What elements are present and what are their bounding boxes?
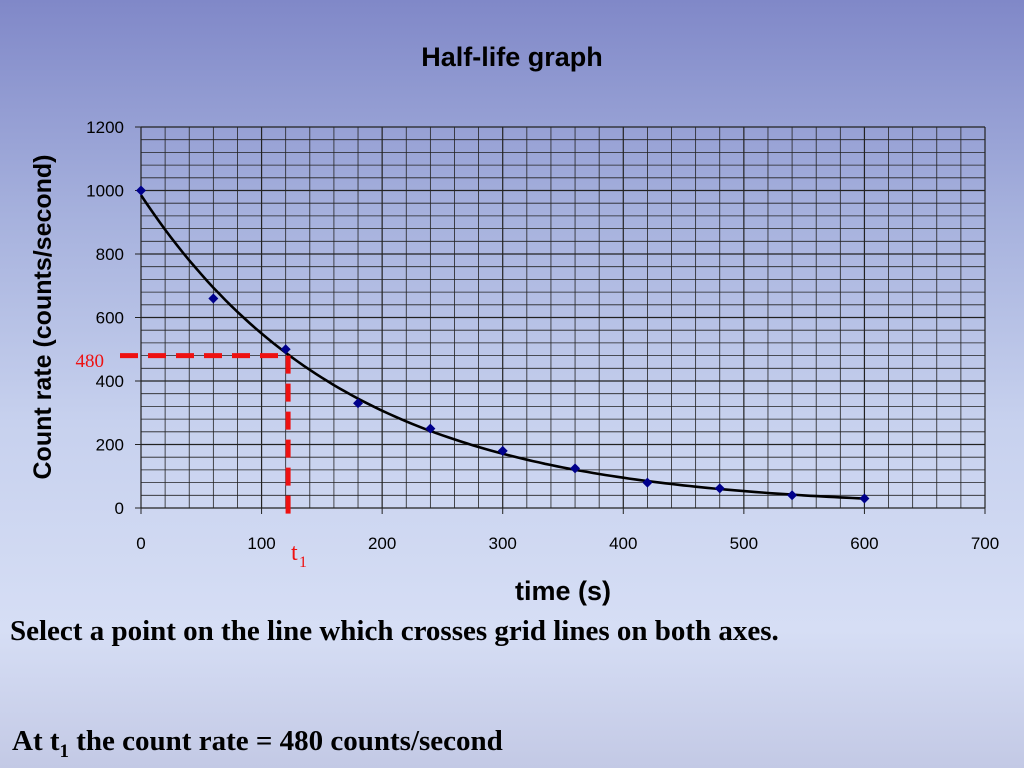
data-point bbox=[136, 185, 146, 196]
y-tick-label: 1000 bbox=[86, 182, 124, 201]
x-tick-label: 600 bbox=[850, 534, 878, 553]
result-subscript: 1 bbox=[59, 740, 70, 762]
instruction-caption: Select a point on the line which crosses… bbox=[10, 615, 779, 647]
x-tick-label: 700 bbox=[971, 534, 999, 553]
data-point bbox=[425, 423, 436, 434]
y-tick-label: 600 bbox=[96, 309, 124, 328]
half-life-reference-lines: 480 t 1 bbox=[76, 351, 308, 571]
x-tick-label: 200 bbox=[368, 534, 396, 553]
data-point bbox=[787, 490, 798, 501]
y-tick-label: 200 bbox=[96, 436, 124, 455]
y-tick-label: 1200 bbox=[86, 118, 124, 137]
y-marker-label: 480 bbox=[76, 351, 105, 372]
result-suffix: the count rate = 480 counts/second bbox=[69, 725, 503, 757]
data-points bbox=[136, 185, 870, 504]
result-caption: At t1 the count rate = 480 counts/second bbox=[12, 725, 503, 763]
x-marker-subscript: 1 bbox=[299, 554, 307, 571]
x-tick-label: 500 bbox=[730, 534, 758, 553]
result-prefix: At t bbox=[12, 725, 60, 757]
major-gridlines bbox=[140, 126, 986, 509]
data-point bbox=[859, 493, 870, 504]
data-point bbox=[497, 445, 508, 456]
x-tick-label: 0 bbox=[136, 534, 145, 553]
data-point bbox=[280, 344, 291, 355]
x-tick-label: 400 bbox=[609, 534, 637, 553]
x-axis-ticks: 0 100 200 300 400 500 600 700 bbox=[136, 508, 999, 553]
data-point bbox=[570, 463, 581, 474]
y-axis-label: Count rate (counts/second) bbox=[29, 154, 57, 479]
y-tick-label: 800 bbox=[96, 245, 124, 264]
data-point bbox=[353, 398, 364, 409]
y-tick-label: 0 bbox=[115, 499, 124, 518]
y-tick-label: 400 bbox=[96, 372, 124, 391]
x-axis-label: time (s) bbox=[515, 576, 611, 606]
x-tick-label: 100 bbox=[247, 534, 275, 553]
data-point bbox=[714, 483, 725, 494]
x-tick-label: 300 bbox=[489, 534, 517, 553]
x-marker-label: t bbox=[291, 540, 298, 566]
data-point bbox=[642, 477, 653, 488]
data-point bbox=[208, 293, 219, 304]
chart-title: Half-life graph bbox=[421, 42, 603, 72]
y-axis-ticks: 0 200 400 600 800 1000 1200 bbox=[86, 118, 141, 518]
